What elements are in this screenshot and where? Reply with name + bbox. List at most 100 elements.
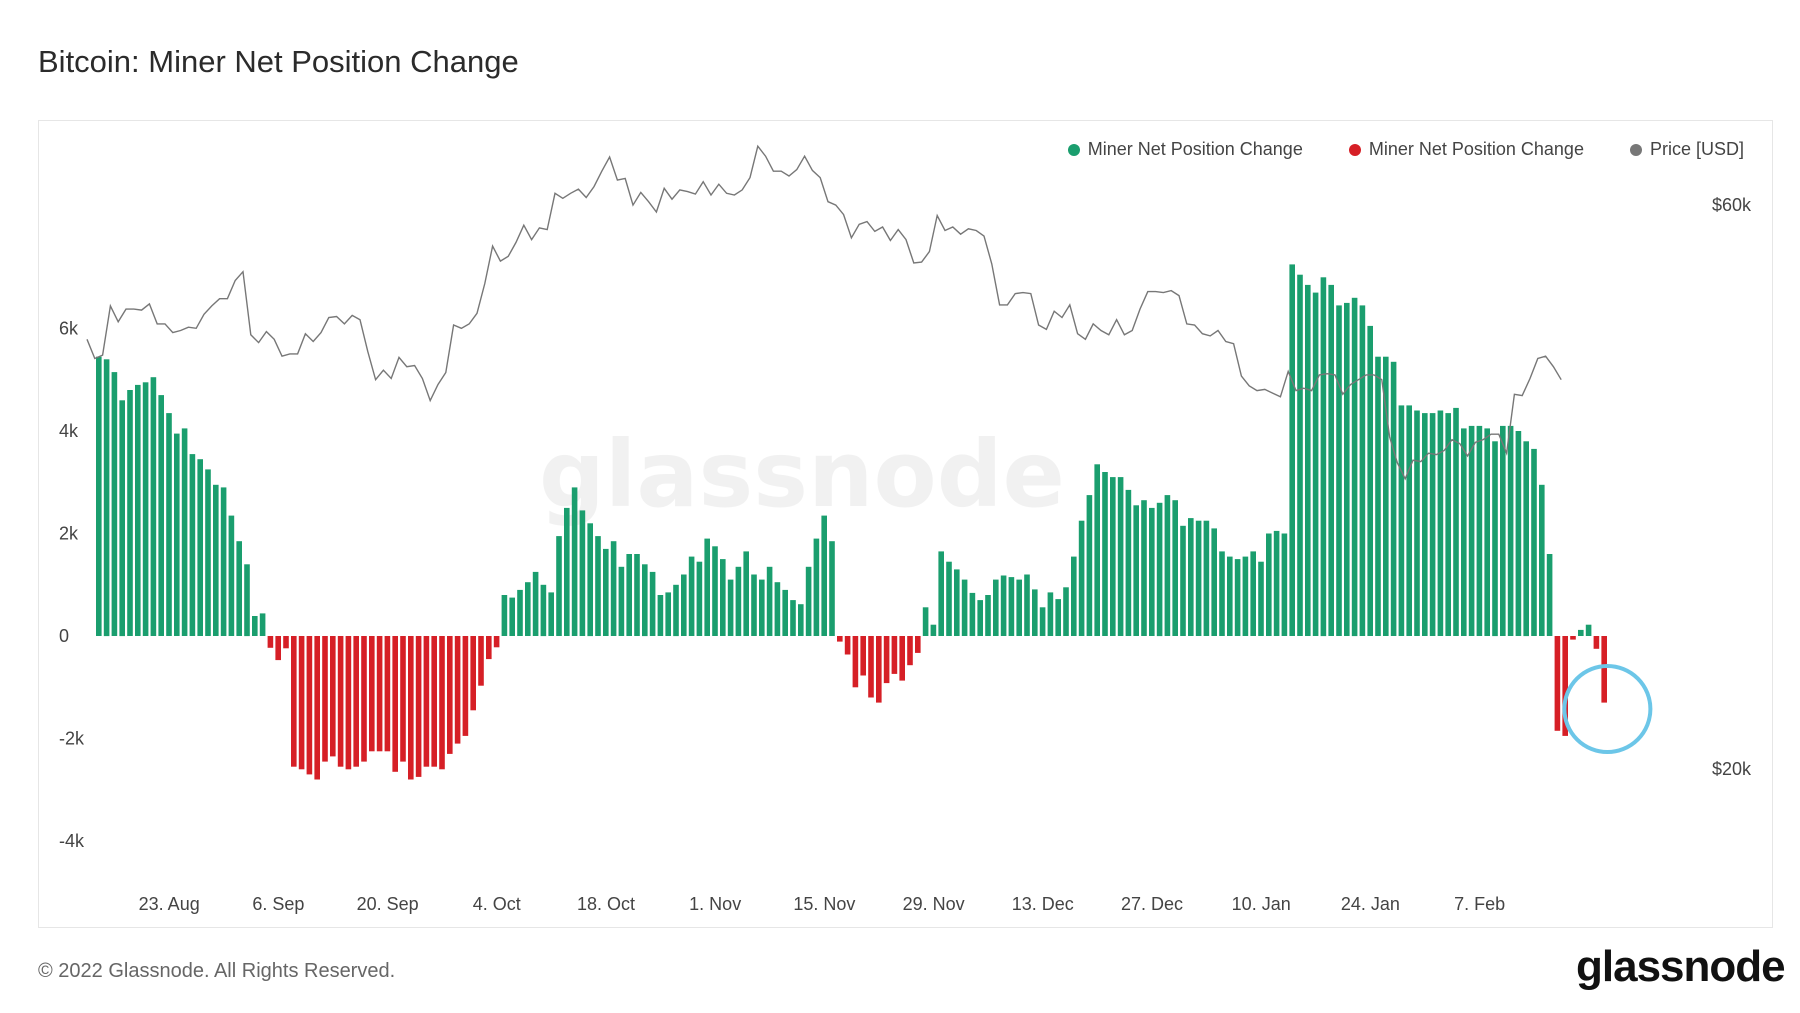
bar xyxy=(1071,556,1077,636)
bar xyxy=(275,636,281,661)
bar xyxy=(111,372,118,636)
bar xyxy=(1554,636,1561,731)
bar xyxy=(1024,574,1030,636)
bar xyxy=(1515,431,1522,636)
price-line xyxy=(86,144,1562,481)
bar xyxy=(408,636,414,780)
bar xyxy=(603,548,609,636)
bar xyxy=(1258,561,1264,636)
bar xyxy=(1039,607,1046,636)
bar xyxy=(1398,405,1405,636)
bar xyxy=(1055,599,1061,636)
bar xyxy=(1351,297,1358,637)
bar xyxy=(1453,407,1459,636)
bar xyxy=(712,546,718,636)
bar xyxy=(322,636,328,762)
bar xyxy=(96,356,102,636)
bar xyxy=(1227,556,1233,636)
bar xyxy=(1032,589,1038,636)
legend-item-positive[interactable]: Miner Net Position Change xyxy=(1067,139,1303,160)
bar xyxy=(844,636,851,655)
bar xyxy=(673,584,679,637)
legend-item-negative[interactable]: Miner Net Position Change xyxy=(1348,139,1584,160)
bar xyxy=(961,579,968,636)
bar xyxy=(852,636,859,688)
bar xyxy=(993,579,999,636)
bar xyxy=(501,595,508,636)
bar xyxy=(860,636,866,676)
bar xyxy=(649,571,656,636)
bar xyxy=(1578,629,1584,636)
bar xyxy=(1546,554,1553,636)
bar xyxy=(610,541,617,636)
bar xyxy=(1507,425,1514,636)
bar xyxy=(1297,274,1303,636)
x-tick: 27. Dec xyxy=(1121,894,1183,914)
bar xyxy=(532,571,539,636)
bar xyxy=(384,636,391,752)
bar xyxy=(1266,533,1272,636)
y-tick-right: $60k xyxy=(1712,195,1752,215)
bar xyxy=(1539,484,1545,636)
bar xyxy=(564,507,570,636)
bar xyxy=(821,515,827,636)
bar xyxy=(727,579,734,636)
x-tick: 15. Nov xyxy=(793,894,855,914)
bar xyxy=(696,561,703,636)
bar xyxy=(1250,551,1256,636)
bar xyxy=(158,395,164,636)
bar xyxy=(915,636,921,653)
bar xyxy=(1141,500,1147,636)
bar xyxy=(431,636,437,767)
y-tick-left: 6k xyxy=(59,319,79,339)
bar xyxy=(556,536,562,636)
bar xyxy=(298,636,305,770)
y-tick-left: 0 xyxy=(59,626,69,646)
bar xyxy=(1086,495,1093,636)
bar xyxy=(454,636,461,744)
bar xyxy=(1429,413,1436,636)
bar xyxy=(805,566,812,636)
bar xyxy=(1008,577,1015,636)
x-tick: 18. Oct xyxy=(577,894,635,914)
bar xyxy=(361,636,367,762)
bar xyxy=(704,538,710,636)
bar xyxy=(1593,636,1600,649)
bar xyxy=(423,636,430,767)
bar xyxy=(1476,425,1483,636)
bar xyxy=(228,515,235,636)
bar xyxy=(1273,530,1280,636)
bar xyxy=(1211,528,1217,636)
bar xyxy=(1133,505,1139,636)
bar xyxy=(1094,464,1100,636)
bar xyxy=(1328,284,1334,636)
bar xyxy=(1523,441,1529,637)
bar xyxy=(1320,277,1327,637)
bar xyxy=(1375,356,1381,636)
bar xyxy=(244,564,250,637)
bar xyxy=(969,592,976,636)
bar xyxy=(135,384,141,636)
bar xyxy=(899,636,905,681)
bar xyxy=(930,624,937,636)
bar xyxy=(634,554,640,636)
bar xyxy=(868,636,874,698)
bar xyxy=(907,636,913,666)
bar xyxy=(174,433,180,636)
highlight-circle xyxy=(1562,664,1653,754)
bar xyxy=(1195,520,1202,636)
bar xyxy=(1047,592,1054,636)
bar xyxy=(369,636,375,752)
bar xyxy=(954,569,960,636)
bar xyxy=(493,636,500,648)
bar xyxy=(1000,575,1007,636)
bar xyxy=(548,592,554,636)
legend-item-price[interactable]: Price [USD] xyxy=(1629,139,1744,160)
bar xyxy=(1562,636,1568,736)
bar xyxy=(1016,579,1022,636)
bar xyxy=(197,459,203,636)
x-tick: 7. Feb xyxy=(1454,894,1505,914)
bar xyxy=(1585,624,1592,636)
bar xyxy=(946,561,952,636)
bar xyxy=(1359,305,1366,636)
